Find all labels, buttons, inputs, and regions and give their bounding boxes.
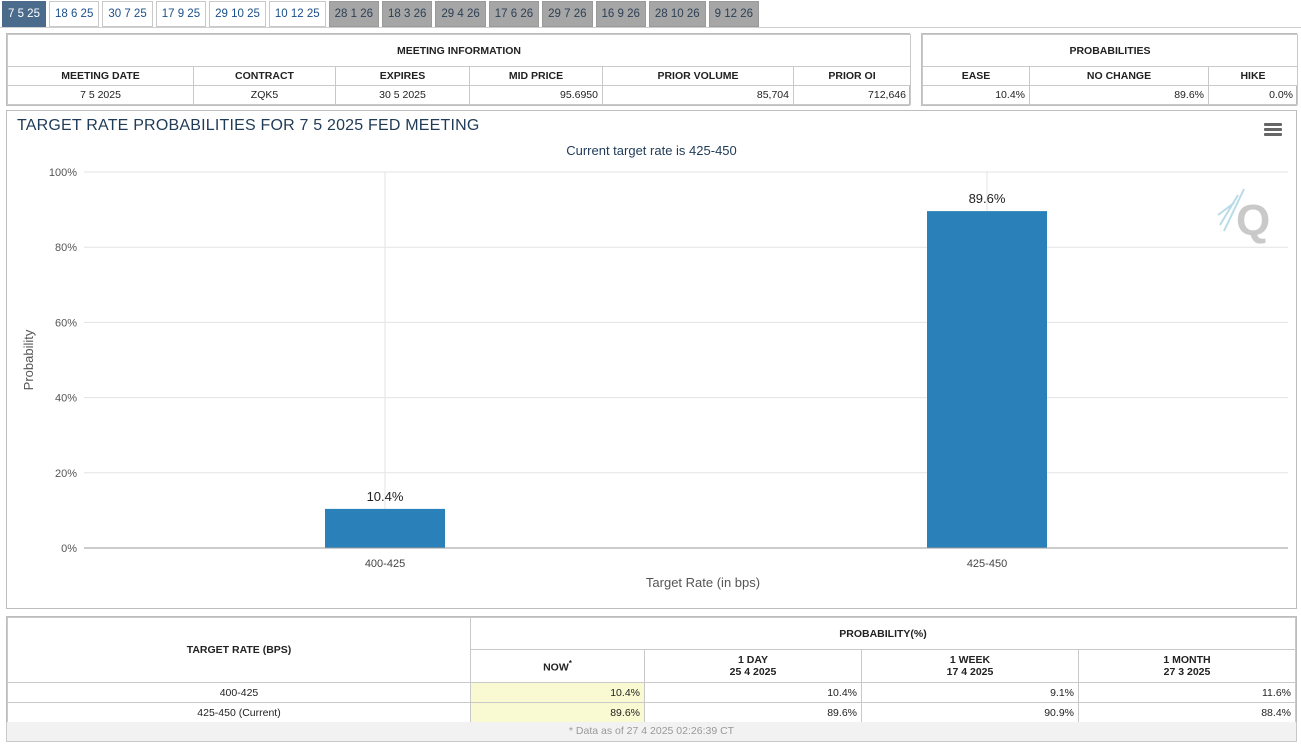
no-change-value: 89.6% (1029, 85, 1209, 105)
y-tick-label: 80% (55, 242, 77, 254)
tab-meeting-2[interactable]: 30 7 25 (102, 1, 153, 27)
header-mid-price: MID PRICE (469, 66, 603, 86)
q-logo-icon: Q (1217, 188, 1270, 245)
y-axis-title: Probability (21, 329, 36, 390)
header-expires: EXPIRES (335, 66, 470, 86)
y-tick-label: 40% (55, 393, 77, 405)
tab-meeting-13[interactable]: 9 12 26 (708, 1, 760, 27)
chart-panel: 0% 20% 40% 60% 80% 100% 10.4% 400-425 89.6% 425-4… (6, 110, 1297, 609)
meeting-info-caption: MEETING INFORMATION (7, 34, 911, 67)
row-now-value: 89.6% (470, 702, 645, 723)
col-1week-label: 1 WEEK (949, 654, 991, 666)
probabilities-caption: PROBABILITIES (922, 34, 1298, 67)
meeting-info-panel: MEETING INFORMATION MEETING DATE CONTRAC… (6, 33, 911, 106)
contract-value: ZQK5 (193, 85, 336, 105)
meeting-tabs: 7 5 25 18 6 25 30 7 25 17 9 25 29 10 25 10 12… (2, 1, 762, 27)
col-1week-date: 17 4 2025 (946, 666, 994, 678)
tab-meeting-5[interactable]: 10 12 25 (268, 1, 326, 27)
table-row: 400-425 10.4% 10.4% 9.1% 11.6% (7, 682, 1296, 703)
row-rate: 425-450 (Current) (7, 702, 471, 723)
col-1week-header: 1 WEEK 17 4 2025 (861, 649, 1079, 683)
tab-meeting-6[interactable]: 28 1 26 (328, 1, 380, 27)
tab-divider (0, 27, 1301, 28)
probabilities-panel: PROBABILITIES EASE NO CHANGE HIKE 10.4% … (921, 33, 1298, 106)
meeting-info-table: MEETING INFORMATION MEETING DATE CONTRAC… (7, 34, 911, 105)
row-1week-value: 9.1% (861, 682, 1079, 703)
row-1week-value: 90.9% (861, 702, 1079, 723)
row-now-value: 10.4% (470, 682, 645, 703)
prior-volume-value: 85,704 (602, 85, 794, 105)
col-1month-label: 1 MONTH (1163, 654, 1211, 666)
data-timestamp-footnote: * Data as of 27 4 2025 02:26:39 CT (6, 722, 1297, 742)
tab-meeting-8[interactable]: 29 4 26 (435, 1, 486, 27)
header-no-change: NO CHANGE (1029, 66, 1209, 86)
col-1day-date: 25 4 2025 (729, 666, 777, 678)
chart-subtitle: Current target rate is 425-450 (566, 143, 737, 158)
data-label: 89.6% (969, 191, 1006, 206)
tab-meeting-9[interactable]: 17 6 26 (488, 1, 540, 27)
meeting-date-value: 7 5 2025 (7, 85, 194, 105)
x-tick-label: 400-425 (365, 558, 405, 570)
y-tick-label: 60% (55, 317, 77, 329)
bar-425-450 (927, 211, 1047, 548)
row-1day-value: 89.6% (644, 702, 862, 723)
col-1day-label: 1 DAY (738, 654, 768, 666)
col-1month-header: 1 MONTH 27 3 2025 (1078, 649, 1296, 683)
probability-table-panel: TARGET RATE (BPS) PROBABILITY(%) NOW* 1 … (6, 616, 1297, 724)
hike-value: 0.0% (1208, 85, 1298, 105)
tab-meeting-10[interactable]: 29 7 26 (542, 1, 593, 27)
header-ease: EASE (922, 66, 1030, 86)
tab-meeting-7[interactable]: 18 3 26 (382, 1, 433, 27)
probability-chart: 0% 20% 40% 60% 80% 100% 10.4% 400-425 89.6% 425-4… (21, 167, 1288, 590)
y-tick-label: 100% (49, 167, 77, 179)
col-1day-header: 1 DAY 25 4 2025 (644, 649, 862, 683)
col-now-label: NOW (543, 661, 569, 674)
y-tick-label: 20% (55, 468, 77, 480)
x-tick-label: 425-450 (967, 558, 1007, 570)
probability-table: TARGET RATE (BPS) PROBABILITY(%) NOW* 1 … (7, 617, 1296, 723)
probability-header: PROBABILITY(%) (470, 617, 1296, 650)
header-contract: CONTRACT (193, 66, 336, 86)
expires-value: 30 5 2025 (335, 85, 470, 105)
tab-meeting-1[interactable]: 18 6 25 (48, 1, 100, 27)
tab-meeting-3[interactable]: 17 9 25 (155, 1, 207, 27)
hamburger-menu-icon[interactable] (1264, 123, 1282, 137)
row-1day-value: 10.4% (644, 682, 862, 703)
header-meeting-date: MEETING DATE (7, 66, 194, 86)
chart-title: TARGET RATE PROBABILITIES FOR 7 5 2025 F… (17, 117, 480, 134)
header-prior-volume: PRIOR VOLUME (602, 66, 794, 86)
ease-value: 10.4% (922, 85, 1030, 105)
tab-meeting-0[interactable]: 7 5 25 (2, 1, 46, 27)
bar-400-425 (325, 508, 445, 548)
tab-meeting-11[interactable]: 16 9 26 (595, 1, 646, 27)
y-tick-label: 0% (61, 543, 77, 555)
col-1month-date: 27 3 2025 (1163, 666, 1211, 678)
row-1month-value: 11.6% (1078, 682, 1296, 703)
col-now-note: * (568, 658, 572, 668)
svg-text:Q: Q (1236, 196, 1270, 245)
col-now-header: NOW* (470, 649, 645, 683)
prior-oi-value: 712,646 (793, 85, 911, 105)
tab-meeting-12[interactable]: 28 10 26 (648, 1, 706, 27)
probabilities-table: PROBABILITIES EASE NO CHANGE HIKE 10.4% … (922, 34, 1298, 105)
mid-price-value: 95.6950 (469, 85, 603, 105)
target-rate-header: TARGET RATE (BPS) (7, 617, 471, 683)
x-axis-title: Target Rate (in bps) (646, 575, 760, 590)
row-1month-value: 88.4% (1078, 702, 1296, 723)
tab-meeting-4[interactable]: 29 10 25 (209, 1, 266, 27)
header-hike: HIKE (1208, 66, 1298, 86)
row-rate: 400-425 (7, 682, 471, 703)
table-row: 425-450 (Current) 89.6% 89.6% 90.9% 88.4… (7, 702, 1296, 723)
data-label: 10.4% (367, 489, 404, 504)
header-prior-oi: PRIOR OI (793, 66, 911, 86)
